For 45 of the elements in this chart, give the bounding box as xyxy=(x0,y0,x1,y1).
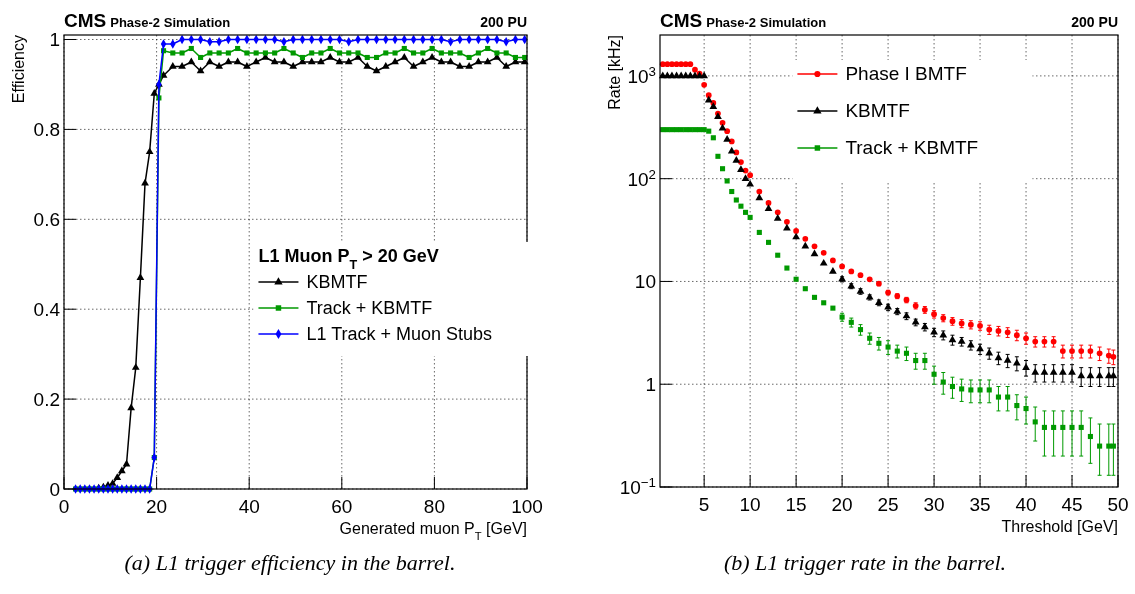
x-tick-label: 60 xyxy=(331,496,353,517)
legend-label: Track + KBMTF xyxy=(306,298,433,318)
x-tick-label: 30 xyxy=(923,494,945,515)
x-tick-label: 40 xyxy=(238,496,260,517)
x-tick-label: 20 xyxy=(146,496,168,517)
text: 200 PU xyxy=(1071,14,1118,30)
legend-label: Phase I BMTF xyxy=(845,63,967,84)
text: 200 PU xyxy=(480,14,527,30)
y-tick-label: 0.4 xyxy=(33,299,61,321)
y-tick-label: 0.6 xyxy=(33,209,60,231)
legend-title: L1 Muon P$_{T}$ > 20 GeV xyxy=(258,246,439,272)
x-tick-label: 40 xyxy=(1015,494,1037,515)
y-axis-title: Efficiency xyxy=(10,35,27,104)
y-tick-label: 1 xyxy=(49,29,60,51)
x-tick-label: 25 xyxy=(877,494,899,515)
x-tick-label: 15 xyxy=(785,494,807,515)
y-tick-label: 10$^{−1}$ xyxy=(619,474,656,498)
x-tick-label: 45 xyxy=(1061,494,1083,515)
y-tick-label: 10 xyxy=(634,271,656,293)
text: (b) L1 trigger rate in the barrel. xyxy=(723,550,1007,575)
x-axis-title: Threshold [GeV] xyxy=(1001,518,1118,535)
x-tick-label: 5 xyxy=(698,494,710,515)
legend-label: Track + KBMTF xyxy=(845,137,979,158)
x-tick-label: 20 xyxy=(831,494,853,515)
chart-subtitle: Phase-2 Simulation xyxy=(706,15,827,30)
y-tick-label: 10$^{3}$ xyxy=(627,63,656,87)
y-tick-label: 0 xyxy=(49,479,60,500)
x-axis-title: Generated muon P$_{T}$ [GeV] xyxy=(339,520,527,542)
text: (a) L1 trigger efficiency in the barrel. xyxy=(124,550,456,575)
x-tick-label: 50 xyxy=(1107,494,1129,515)
legend-label: L1 Track + Muon Stubs xyxy=(306,324,493,344)
x-tick-label: 35 xyxy=(969,494,991,515)
legend-label: KBMTF xyxy=(845,100,910,121)
chart-subtitle: Phase-2 Simulation xyxy=(110,15,231,30)
y-axis-title: Rate [kHz] xyxy=(606,35,623,110)
chart-title: CMS xyxy=(64,10,107,31)
y-tick-label: 1 xyxy=(645,374,656,396)
chart-title: CMS xyxy=(660,10,703,31)
y-tick-label: 10$^{2}$ xyxy=(627,166,656,190)
x-tick-label: 10 xyxy=(739,494,761,515)
y-tick-label: 0.8 xyxy=(33,119,60,141)
x-tick-label: 80 xyxy=(423,496,445,517)
y-tick-label: 0.2 xyxy=(33,389,60,411)
legend-label: KBMTF xyxy=(306,272,368,292)
x-tick-label: 100 xyxy=(511,496,543,517)
